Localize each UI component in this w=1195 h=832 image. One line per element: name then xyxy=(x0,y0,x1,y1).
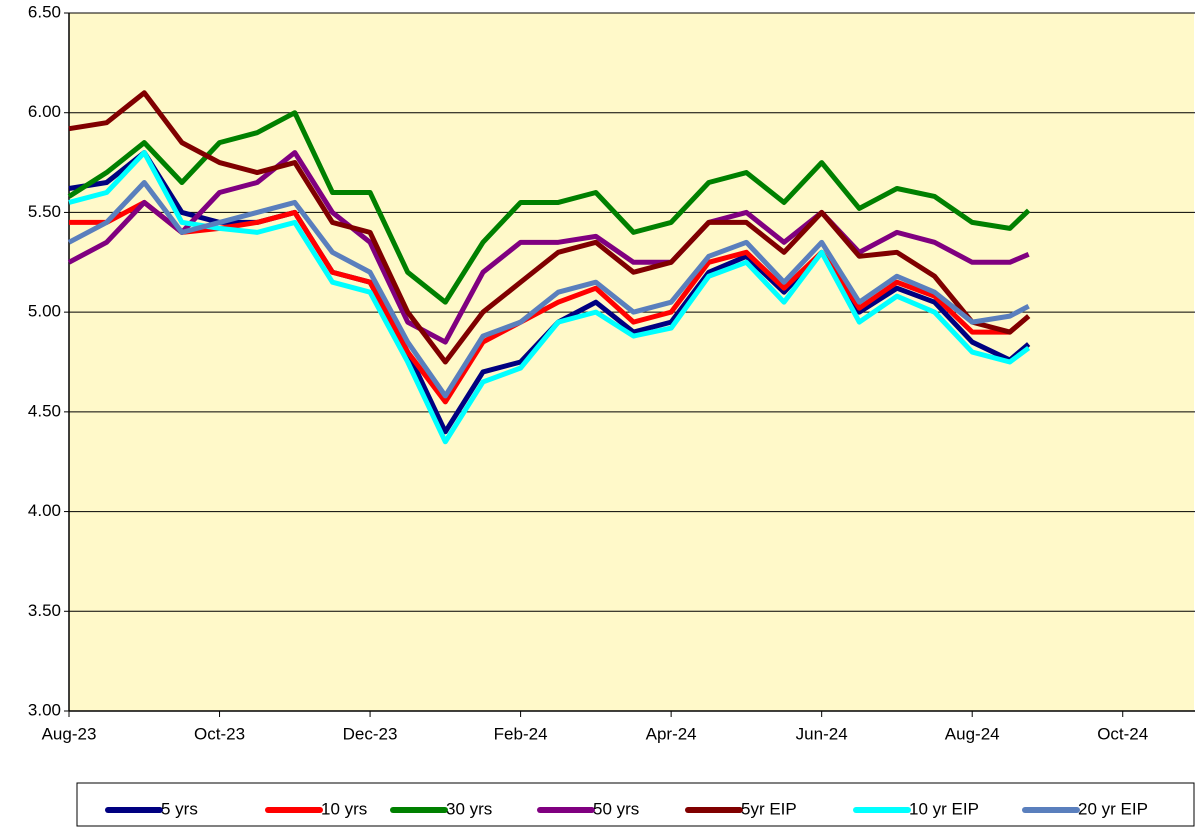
x-tick-label: Dec-23 xyxy=(343,724,398,743)
legend-label: 30 yrs xyxy=(446,799,492,818)
legend-label: 20 yr EIP xyxy=(1078,799,1148,818)
legend-label: 10 yr EIP xyxy=(909,799,979,818)
y-tick-label: 5.00 xyxy=(28,302,61,321)
plot-area xyxy=(69,13,1194,711)
x-tick-label: Aug-23 xyxy=(42,724,97,743)
y-tick-label: 6.50 xyxy=(28,2,61,21)
y-tick-label: 3.00 xyxy=(28,700,61,719)
series-line xyxy=(68,150,1031,445)
y-tick-label: 3.50 xyxy=(28,601,61,620)
y-tick-label: 6.00 xyxy=(28,102,61,121)
x-tick-label: Oct-24 xyxy=(1097,724,1148,743)
series-line xyxy=(67,150,1030,345)
y-tick-label: 4.50 xyxy=(28,401,61,420)
series-line xyxy=(67,110,1031,305)
y-tick-label: 4.00 xyxy=(28,501,61,520)
legend-label: 10 yrs xyxy=(321,799,367,818)
series-line xyxy=(69,199,1031,405)
x-tick-label: Aug-24 xyxy=(945,724,1000,743)
x-tick-label: Apr-24 xyxy=(646,724,697,743)
x-tick-label: Feb-24 xyxy=(494,724,548,743)
y-tick-label: 5.50 xyxy=(28,202,61,221)
x-tick-label: Oct-23 xyxy=(194,724,245,743)
legend-label: 5 yrs xyxy=(161,799,198,818)
legend-label: 50 yrs xyxy=(593,799,639,818)
legend-label: 5yr EIP xyxy=(741,799,797,818)
x-tick-label: Jun-24 xyxy=(796,724,848,743)
series-line xyxy=(67,180,1030,399)
series-line xyxy=(68,90,1031,365)
legend-box xyxy=(76,782,1195,827)
